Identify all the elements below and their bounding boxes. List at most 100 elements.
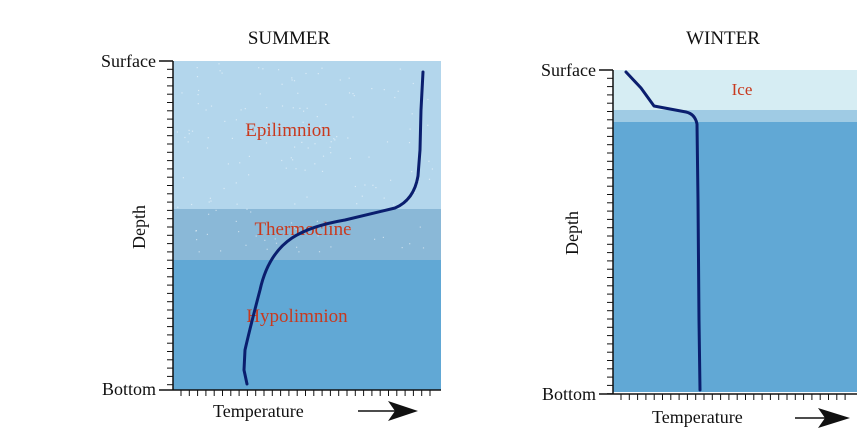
summer-water-texture — [176, 63, 433, 253]
summer-title: SUMMER — [248, 28, 331, 49]
summer-temperature-ticks — [180, 390, 431, 396]
summer-water-texture-dot — [361, 195, 363, 197]
winter-depth-label: Depth — [562, 211, 582, 255]
summer-water-texture-dot — [306, 107, 308, 109]
summer-water-texture-dot — [248, 174, 250, 176]
summer-water-texture-dot — [196, 239, 198, 241]
summer-water-texture-dot — [235, 119, 237, 121]
summer-water-texture-dot — [314, 163, 316, 165]
summer-water-texture-dot — [401, 247, 403, 249]
summer-water-texture-dot — [206, 233, 208, 235]
summer-panel: SUMMER Epilimnion Thermocline Hypolimnio… — [101, 28, 441, 421]
summer-bottom-label: Bottom — [102, 379, 156, 399]
summer-surface-label: Surface — [101, 51, 156, 71]
ice-label: Ice — [732, 80, 753, 99]
summer-water-texture-dot — [177, 206, 179, 208]
winter-depth-ticks — [607, 69, 613, 395]
summer-water-texture-dot — [275, 242, 278, 244]
summer-water-texture-dot — [210, 105, 213, 107]
summer-water-texture-dot — [372, 184, 374, 186]
summer-water-texture-dot — [316, 220, 318, 222]
summer-water-texture-dot — [386, 141, 389, 143]
summer-water-texture-dot — [428, 178, 431, 180]
summer-water-texture-dot — [181, 92, 183, 94]
summer-water-texture-dot — [291, 134, 293, 136]
summer-water-texture-dot — [431, 168, 433, 170]
summer-temperature-label: Temperature — [213, 401, 304, 421]
summer-water-texture-dot — [290, 222, 293, 224]
summer-water-texture-dot — [408, 142, 411, 144]
summer-water-texture-dot — [209, 197, 211, 199]
summer-water-texture-dot — [333, 138, 335, 140]
summer-water-texture-dot — [231, 137, 233, 139]
summer-water-texture-dot — [306, 196, 308, 198]
summer-water-texture-dot — [325, 103, 327, 106]
summer-water-texture-dot — [197, 103, 199, 105]
summer-water-texture-dot — [218, 63, 220, 65]
summer-water-texture-dot — [317, 235, 319, 237]
summer-water-texture-dot — [414, 191, 416, 193]
summer-water-texture-dot — [235, 220, 237, 222]
summer-water-texture-dot — [182, 177, 184, 179]
summer-water-texture-dot — [296, 246, 298, 248]
summer-water-texture-dot — [281, 159, 283, 162]
summer-water-texture-dot — [291, 79, 293, 81]
summer-water-texture-dot — [263, 126, 265, 128]
summer-water-texture-dot — [304, 169, 306, 171]
summer-water-texture-dot — [408, 200, 410, 202]
summer-water-texture-dot — [321, 170, 324, 172]
summer-water-texture-dot — [330, 141, 332, 143]
summer-water-texture-dot — [352, 93, 354, 95]
summer-water-texture-dot — [318, 251, 321, 253]
summer-temperature-profile — [242, 70, 425, 386]
summer-water-texture-dot — [274, 238, 276, 240]
hypolimnion-label: Hypolimnion — [246, 306, 348, 327]
summer-water-texture-dot — [319, 125, 321, 127]
summer-water-texture-dot — [246, 208, 248, 210]
summer-depth-label: Depth — [129, 205, 149, 249]
summer-water-texture-dot — [394, 96, 396, 99]
summer-water-texture-dot — [191, 203, 193, 206]
winter-ice-transition-layer — [613, 110, 857, 122]
summer-water-texture-dot — [297, 92, 299, 94]
winter-title: WINTER — [686, 28, 760, 49]
summer-water-texture-dot — [348, 77, 350, 79]
summer-water-texture-dot — [374, 238, 376, 240]
summer-water-texture-dot — [330, 246, 332, 248]
summer-water-texture-dot — [245, 131, 247, 133]
summer-water-texture-dot — [292, 107, 294, 109]
summer-hypolimnion-layer — [173, 260, 441, 390]
summer-water-texture-dot — [235, 182, 237, 184]
summer-water-texture-dot — [349, 157, 351, 159]
summer-water-texture-dot — [259, 93, 261, 95]
summer-water-texture-dot — [278, 69, 280, 71]
summer-water-texture-dot — [290, 157, 292, 159]
summer-water-texture-dot — [397, 90, 399, 92]
summer-water-texture-dot — [334, 139, 336, 141]
summer-water-texture-dot — [281, 83, 283, 85]
summer-water-texture-dot — [196, 76, 199, 78]
summer-water-texture-dot — [208, 201, 210, 203]
summer-water-texture-dot — [285, 167, 287, 169]
summer-water-texture-dot — [354, 185, 356, 188]
summer-temperature-arrow-icon — [358, 401, 418, 421]
summer-water-texture-dot — [184, 136, 186, 139]
summer-water-texture-dot — [264, 239, 266, 241]
summer-water-texture-dot — [258, 67, 260, 69]
winter-panel: WINTER Ice Surface Bottom Depth Temperat… — [541, 28, 857, 428]
summer-water-texture-dot — [206, 147, 209, 149]
summer-water-texture-dot — [383, 89, 385, 91]
summer-water-texture-dot — [422, 247, 425, 249]
summer-water-texture-dot — [227, 163, 229, 165]
winter-water-layer — [613, 122, 857, 392]
summer-water-texture-dot — [428, 160, 430, 162]
summer-water-texture-dot — [409, 243, 411, 245]
winter-surface-label: Surface — [541, 60, 596, 80]
summer-water-texture-dot — [207, 137, 209, 139]
summer-water-texture-dot — [266, 248, 268, 250]
summer-water-texture-dot — [427, 98, 429, 101]
summer-water-texture-dot — [356, 203, 358, 205]
summer-water-texture-dot — [245, 244, 247, 246]
summer-water-texture-dot — [299, 107, 301, 109]
